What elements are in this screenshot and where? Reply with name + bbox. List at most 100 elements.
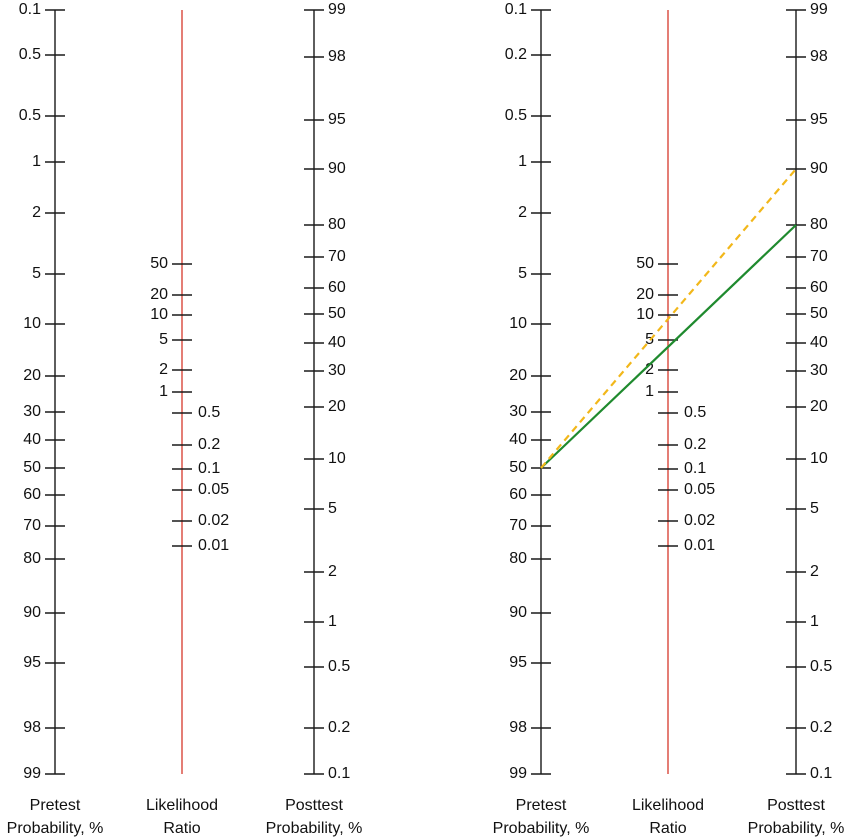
posttest-tick-label: 60: [328, 279, 346, 296]
likelihood-tick-label: 50: [150, 255, 168, 272]
pretest-axis-caption-line1: Pretest: [516, 797, 567, 814]
likelihood-tick-label: 20: [150, 286, 168, 303]
pretest-tick-label: 99: [23, 765, 41, 782]
posttest-axis-caption-line2: Probability, %: [266, 820, 363, 837]
likelihood-tick-label: 10: [150, 306, 168, 323]
posttest-tick-label: 40: [328, 334, 346, 351]
likelihood-axis-caption-line1: Likelihood: [146, 797, 218, 814]
posttest-tick-label: 5: [810, 500, 819, 517]
likelihood-tick-label: 0.02: [198, 512, 229, 529]
pretest-tick-label: 95: [509, 654, 527, 671]
posttest-tick-label: 10: [810, 450, 828, 467]
posttest-tick-label: 98: [328, 48, 346, 65]
posttest-tick-label: 95: [328, 111, 346, 128]
pretest-tick-label: 0.1: [505, 1, 527, 18]
likelihood-tick-label: 0.1: [198, 460, 220, 477]
likelihood-tick-label: 1: [645, 383, 654, 400]
posttest-tick-label: 90: [810, 160, 828, 177]
posttest-tick-label: 90: [328, 160, 346, 177]
pretest-tick-label: 20: [23, 367, 41, 384]
posttest-axis-caption-line1: Posttest: [285, 797, 343, 814]
posttest-tick-label: 99: [328, 1, 346, 18]
pretest-tick-label: 0.2: [505, 46, 527, 63]
pretest-tick-label: 90: [23, 604, 41, 621]
pretest-tick-label: 0.5: [505, 107, 527, 124]
posttest-tick-label: 10: [328, 450, 346, 467]
posttest-axis-caption-line1: Posttest: [767, 797, 825, 814]
posttest-axis-caption-line2: Probability, %: [748, 820, 845, 837]
pretest-tick-label: 60: [23, 486, 41, 503]
pretest-tick-label: 1: [518, 153, 527, 170]
pretest-tick-label: 1: [32, 153, 41, 170]
likelihood-tick-label: 2: [645, 361, 654, 378]
likelihood-tick-label: 50: [636, 255, 654, 272]
posttest-tick-label: 0.2: [328, 719, 350, 736]
pretest-tick-label: 0.5: [19, 107, 41, 124]
likelihood-tick-label: 0.2: [198, 436, 220, 453]
posttest-tick-label: 70: [328, 248, 346, 265]
pretest-tick-label: 30: [509, 403, 527, 420]
pretest-tick-label: 20: [509, 367, 527, 384]
posttest-tick-label: 1: [328, 613, 337, 630]
pretest-tick-label: 98: [509, 719, 527, 736]
posttest-tick-label: 0.1: [810, 765, 832, 782]
posttest-tick-label: 95: [810, 111, 828, 128]
pretest-tick-label: 80: [509, 550, 527, 567]
solid-probability-line: [540, 224, 797, 469]
posttest-tick-label: 30: [810, 362, 828, 379]
likelihood-axis-caption-line1: Likelihood: [632, 797, 704, 814]
likelihood-tick-label: 0.5: [684, 404, 706, 421]
pretest-tick-label: 90: [509, 604, 527, 621]
posttest-tick-label: 20: [810, 398, 828, 415]
posttest-tick-label: 99: [810, 1, 828, 18]
posttest-tick-label: 0.2: [810, 719, 832, 736]
posttest-tick-label: 98: [810, 48, 828, 65]
nomogram-panel-1: 0.1 0.5 0.5 1 2 5 10 20 30 40 50 60 70 80 90 95 98 99 50 20…: [7, 1, 363, 837]
likelihood-tick-label: 20: [636, 286, 654, 303]
posttest-tick-label: 50: [810, 305, 828, 322]
likelihood-tick-label: 0.1: [684, 460, 706, 477]
pretest-tick-label: 50: [509, 459, 527, 476]
likelihood-tick-label: 0.05: [198, 481, 229, 498]
pretest-axis-caption-line2: Probability, %: [7, 820, 104, 837]
posttest-tick-label: 0.1: [328, 765, 350, 782]
likelihood-tick-label: 5: [159, 331, 168, 348]
posttest-tick-label: 0.5: [810, 658, 832, 675]
posttest-tick-label: 20: [328, 398, 346, 415]
pretest-tick-label: 2: [518, 204, 527, 221]
likelihood-tick-label: 2: [159, 361, 168, 378]
likelihood-tick-label: 0.01: [198, 537, 229, 554]
pretest-tick-label: 99: [509, 765, 527, 782]
dashed-probability-line: [540, 168, 797, 469]
posttest-tick-label: 0.5: [328, 658, 350, 675]
pretest-tick-label: 80: [23, 550, 41, 567]
posttest-tick-label: 40: [810, 334, 828, 351]
pretest-axis-caption-line2: Probability, %: [493, 820, 590, 837]
posttest-tick-label: 80: [328, 216, 346, 233]
pretest-tick-label: 95: [23, 654, 41, 671]
posttest-tick-label: 80: [810, 216, 828, 233]
likelihood-tick-label: 1: [159, 383, 168, 400]
pretest-tick-label: 10: [509, 315, 527, 332]
pretest-tick-label: 70: [23, 517, 41, 534]
likelihood-tick-label: 10: [636, 306, 654, 323]
nomogram-panel-2: 0.10.20.51251020304050607080909598995020…: [493, 1, 845, 837]
likelihood-tick-label: 0.05: [684, 481, 715, 498]
pretest-tick-label: 30: [23, 403, 41, 420]
pretest-tick-label: 70: [509, 517, 527, 534]
posttest-tick-label: 2: [810, 563, 819, 580]
likelihood-tick-label: 0.02: [684, 512, 715, 529]
posttest-tick-label: 1: [810, 613, 819, 630]
pretest-tick-label: 0.1: [19, 1, 41, 18]
pretest-tick-label: 40: [23, 431, 41, 448]
pretest-tick-label: 40: [509, 431, 527, 448]
likelihood-axis-caption-line2: Ratio: [163, 820, 200, 837]
posttest-tick-label: 70: [810, 248, 828, 265]
pretest-tick-label: 5: [32, 265, 41, 282]
pretest-tick-label: 0.5: [19, 46, 41, 63]
likelihood-tick-label: 0.2: [684, 436, 706, 453]
posttest-tick-label: 50: [328, 305, 346, 322]
likelihood-tick-label: 0.5: [198, 404, 220, 421]
likelihood-axis-caption-line2: Ratio: [649, 820, 686, 837]
